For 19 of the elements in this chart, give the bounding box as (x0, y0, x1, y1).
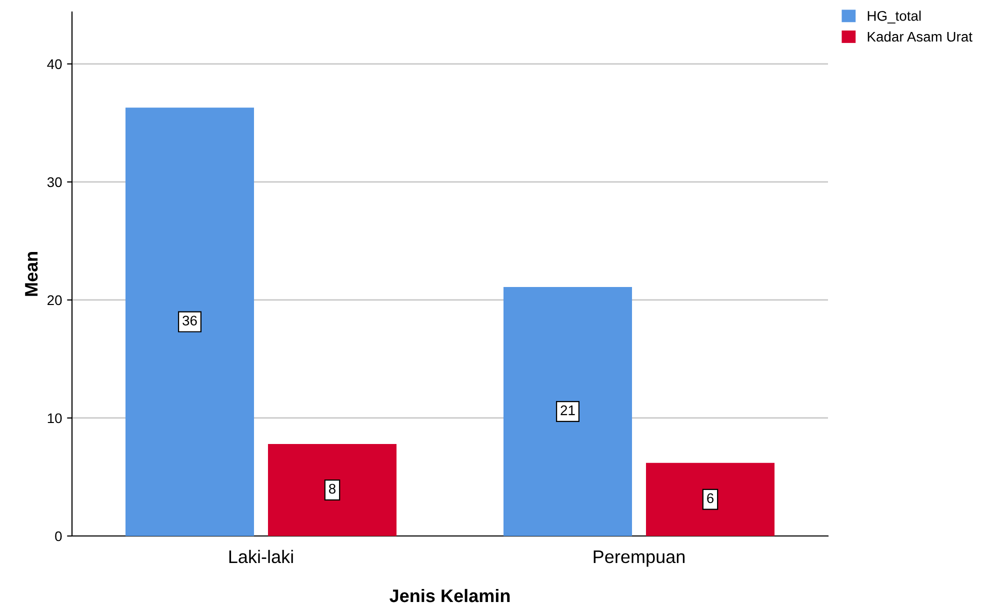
y-tick-label: 40 (47, 59, 62, 70)
y-tick-label: 20 (48, 295, 62, 306)
legend-label: HG_total (868, 10, 921, 24)
y-axis-title: Mean (25, 252, 38, 296)
data-label: 21 (560, 405, 575, 416)
y-tick-label: 0 (55, 531, 62, 542)
legend-label: Kadar Asam Urat (868, 31, 972, 42)
x-tick-label: Perempuan (594, 550, 685, 567)
bar (125, 108, 254, 536)
bar (503, 286, 632, 536)
x-tick-label: Laki-laki (229, 550, 293, 564)
bar (268, 444, 397, 536)
data-label: 6 (707, 493, 714, 504)
y-tick-label: 30 (47, 177, 62, 188)
data-label: 36 (182, 316, 197, 326)
y-tick-label: 10 (48, 413, 62, 424)
data-label: 8 (328, 484, 336, 494)
x-axis-title: Jenis Kelamin (390, 588, 510, 602)
bar (646, 462, 775, 536)
